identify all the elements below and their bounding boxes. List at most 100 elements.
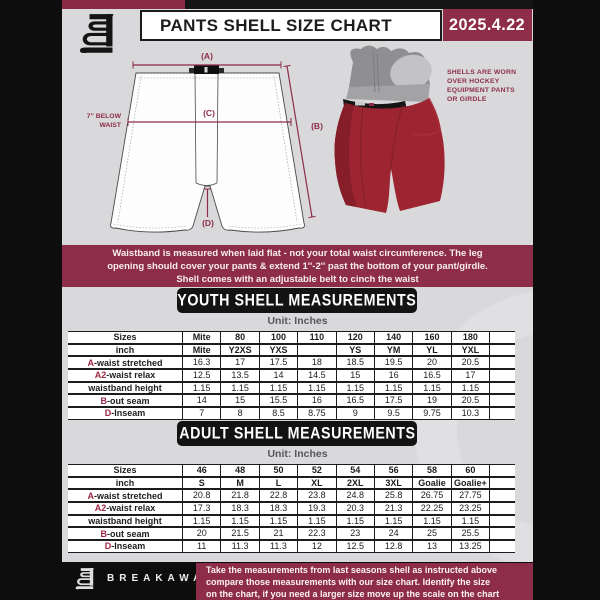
table-cell: 12 <box>297 541 335 552</box>
table-cell: 140 <box>373 332 412 343</box>
table-cell: 17.5 <box>373 395 412 407</box>
table-cell: M <box>220 477 258 489</box>
table-cell: 12.5 <box>335 541 374 552</box>
table-cell: 20.5 <box>450 357 489 369</box>
table-cell: 8.75 <box>297 408 335 419</box>
table-cell: 22.8 <box>258 490 297 502</box>
row-label: Sizes <box>113 332 137 343</box>
table-cell: Goalie <box>412 477 450 489</box>
table-cell: 8 <box>220 408 258 419</box>
table-cell: 15 <box>220 395 258 407</box>
table-cell: 7 <box>182 408 220 419</box>
table-cell: 120 <box>335 332 374 343</box>
date-text: 2025.4.22 <box>449 15 526 34</box>
table-cell: 1.15 <box>182 515 220 527</box>
table-cell: 3XL <box>373 477 412 489</box>
table-cell: Goalie+ <box>450 477 489 489</box>
table-cell: 19 <box>412 395 450 407</box>
row-label: B-out seam <box>100 528 150 539</box>
row-label: A-waist stretched <box>87 490 163 501</box>
table-cell: 12.5 <box>182 370 220 381</box>
row-label-prefix: A2 <box>94 503 107 514</box>
table-cell: 18.3 <box>220 503 258 514</box>
table-cell: 52 <box>297 465 335 476</box>
table-cell: 54 <box>335 465 374 476</box>
table-cell: 9 <box>335 408 374 419</box>
table-cell: 110 <box>297 332 335 343</box>
row-label: D-Inseam <box>104 408 146 419</box>
row-label: B-out seam <box>100 395 150 406</box>
youth-section-header: YOUTH SHELL MEASUREMENTS <box>177 288 417 313</box>
footer-breakaway-logo-icon <box>75 568 94 590</box>
table-cell: 16.5 <box>335 395 374 407</box>
table-row: inch S M L XL 2XL 3XL Goalie Goalie+ <box>68 476 515 490</box>
table-cell: 23.25 <box>450 503 489 514</box>
table-row: Sizes 46 48 50 52 54 56 58 60 <box>68 464 515 477</box>
table-row: inch Mite Y2XS YXS YS YM YL YXL <box>68 343 515 357</box>
table-cell: 10.3 <box>450 408 489 419</box>
table-cell: 16.5 <box>412 370 450 381</box>
table-cell: 1.15 <box>450 515 489 527</box>
table-cell: 19.3 <box>297 503 335 514</box>
row-label: inch <box>115 345 135 356</box>
row-label-prefix: A <box>87 490 94 501</box>
table-stub-cell <box>489 541 514 552</box>
label-a: (A) <box>201 51 213 61</box>
waist-note-line2: WAIST <box>99 122 121 129</box>
table-stub-cell <box>489 490 514 502</box>
pants-outline <box>110 72 305 233</box>
table-cell: 23 <box>335 528 374 540</box>
table-cell: 14.5 <box>297 370 335 381</box>
table-cell: 21.5 <box>220 528 258 540</box>
footer-instruction-line: Take the measurements from last seasons … <box>206 565 497 575</box>
label-c: (C) <box>203 108 215 118</box>
table-stub-cell <box>489 357 514 369</box>
table-cell: 20 <box>412 357 450 369</box>
table-cell: 1.15 <box>220 382 258 394</box>
table-stub-cell <box>489 503 514 514</box>
table-stub-cell <box>489 408 514 419</box>
table-stub-cell <box>489 528 514 540</box>
table-cell: 180 <box>450 332 489 343</box>
footer-instruction-line: on the chart, if you need a larger size … <box>206 588 500 599</box>
table-cell: 23.8 <box>297 490 335 502</box>
table-cell: 26.75 <box>412 490 450 502</box>
row-label: D-Inseam <box>104 541 146 552</box>
belt-strap-right <box>219 68 224 73</box>
table-cell: 14 <box>182 395 220 407</box>
notice-line: Shell comes with an adjustable belt to c… <box>176 273 419 285</box>
page-title: PANTS SHELL SIZE CHART <box>140 10 442 41</box>
row-label: waistband height <box>88 516 162 527</box>
pants-diagram: (A) (C) (B) (D) 7'' BELOW WAIST <box>87 51 323 233</box>
table-cell: Y2XS <box>220 344 258 356</box>
table-row: A2-waist relax 17.3 18.3 18.3 19.3 20.3 21.3 22… <box>68 502 515 515</box>
table-cell: 9.5 <box>373 408 412 419</box>
table-cell: 18.5 <box>335 357 374 369</box>
table-cell: 17.3 <box>182 503 220 514</box>
footer-instruction-line: compare those measurements with our size… <box>206 576 491 587</box>
breakaway-logo-icon <box>79 14 114 54</box>
table-cell: 20.3 <box>335 503 374 514</box>
table-row: Sizes Mite 80 100 110 120 140 160 180 <box>68 331 515 344</box>
table-cell: 1.15 <box>297 515 335 527</box>
table-stub-cell <box>489 477 514 489</box>
table-row: D-Inseam 11 11.3 11.3 12 12.5 12.8 13 13.25 <box>68 540 515 553</box>
belt-strap-left <box>189 68 194 73</box>
table-cell: S <box>182 477 220 489</box>
table-cell: 17.5 <box>258 357 297 369</box>
table-cell: 80 <box>220 332 258 343</box>
row-label: A-waist stretched <box>87 357 163 368</box>
table-cell: 56 <box>373 465 412 476</box>
table-cell: 46 <box>182 465 220 476</box>
notice-line: opening should cover your pants & extend… <box>107 260 488 272</box>
table-cell: 1.15 <box>450 382 489 394</box>
adult-section-title: ADULT SHELL MEASUREMENTS <box>178 424 416 443</box>
shell-product-photo <box>334 45 445 213</box>
table-cell: 9.75 <box>412 408 450 419</box>
table-cell: 1.15 <box>373 515 412 527</box>
table-cell: 1.15 <box>220 515 258 527</box>
table-cell: 15.5 <box>258 395 297 407</box>
table-cell: 1.15 <box>335 515 374 527</box>
row-label-prefix: D <box>104 541 112 552</box>
